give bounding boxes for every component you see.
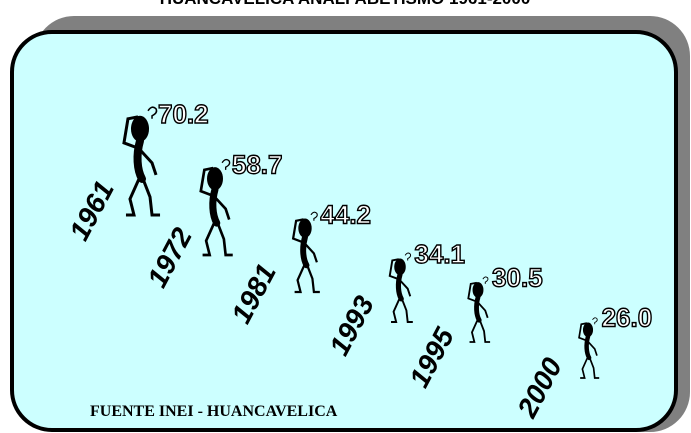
- value-label: 70.2: [158, 99, 209, 129]
- figure-body: [303, 237, 306, 265]
- source: FUENTE INEI - HUANCAVELICA: [90, 403, 338, 420]
- value-label: 30.5: [492, 262, 543, 292]
- chart: HUANCAVELICA ANALFABETISMO 1961-2000 FUE…: [0, 0, 691, 433]
- value-label: 44.2: [320, 200, 371, 230]
- chart-title: HUANCAVELICA ANALFABETISMO 1961-2000: [160, 0, 531, 8]
- figure-body: [213, 189, 217, 223]
- value-label: 58.7: [232, 149, 283, 179]
- panel: [12, 32, 676, 430]
- figure-body: [138, 141, 142, 179]
- value-label: 26.0: [602, 302, 653, 332]
- value-label: 34.1: [414, 239, 465, 269]
